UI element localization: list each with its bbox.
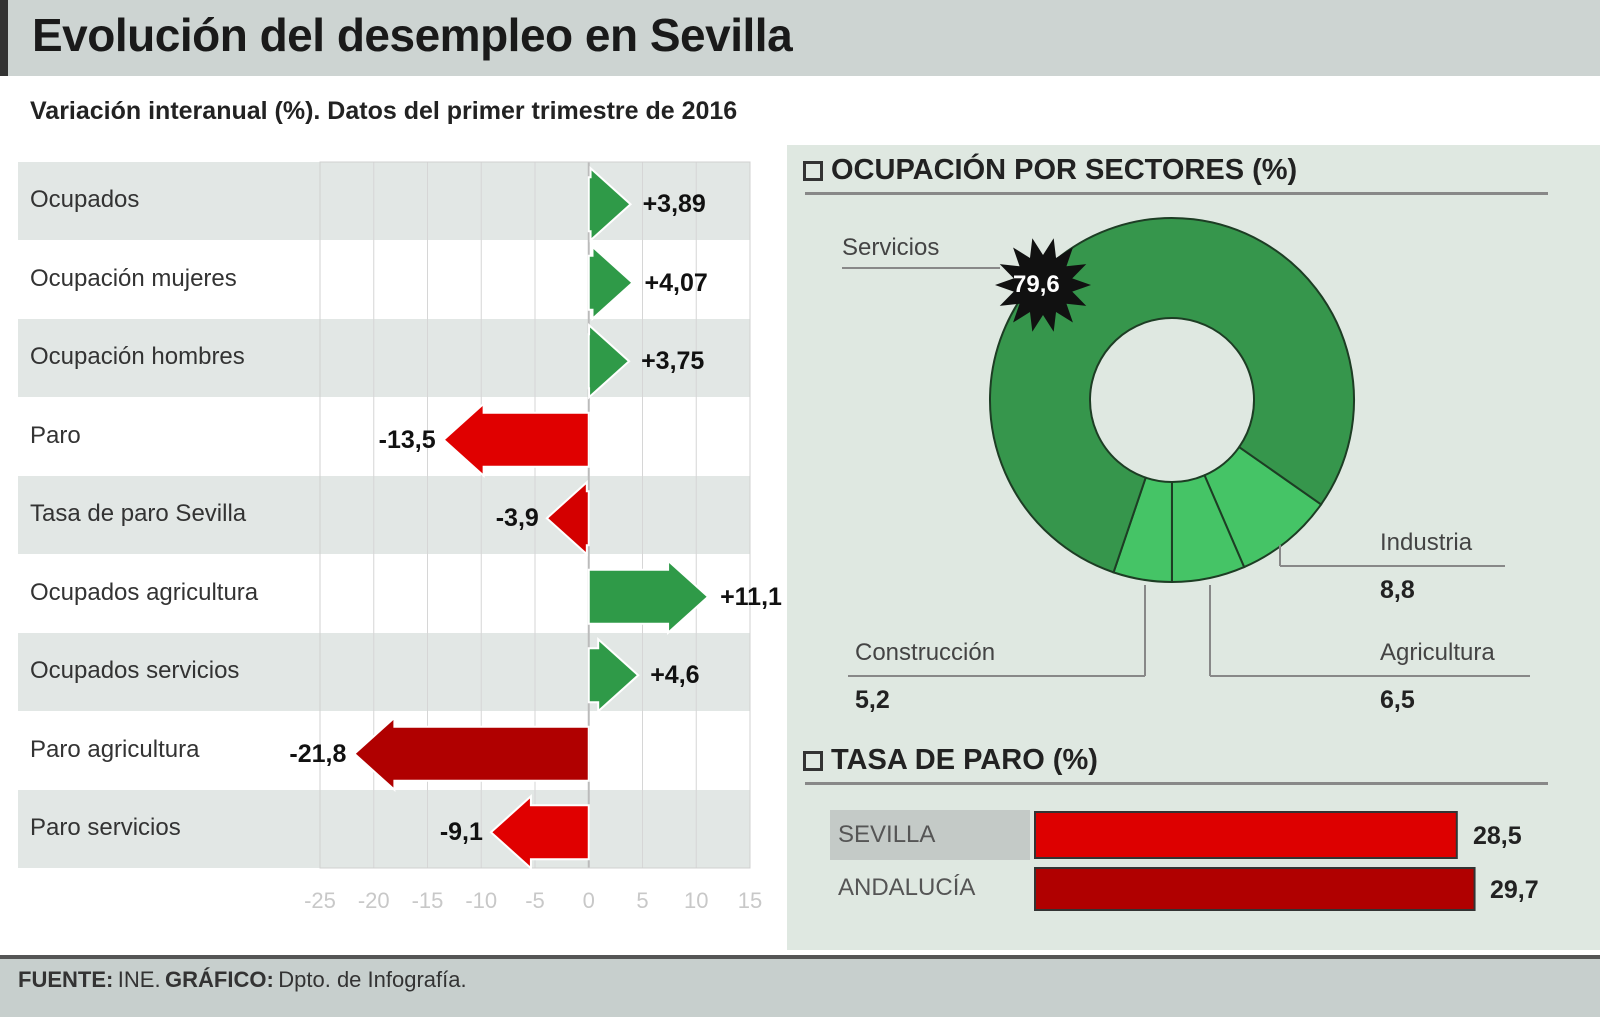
bar-row: Tasa de paro Sevilla [18,476,750,554]
square-icon [803,750,823,771]
title-bar [0,0,1600,76]
label-industria: Industria [1380,529,1473,556]
arrow-bar [489,794,590,871]
value-construccion: 5,2 [855,686,890,714]
label-agricultura: Agricultura [1380,639,1495,666]
label-andalucia: ANDALUCÍA [838,874,976,901]
x-tick-label: -5 [525,888,545,913]
x-tick-label: 0 [582,888,595,913]
value-agricultura: 6,5 [1380,686,1415,714]
value-label: +3,75 [641,347,705,376]
bar-row: Paro servicios [18,790,750,868]
bar-row: Paro [18,398,750,476]
source: INE. [117,967,161,992]
value-andalucia: 29,7 [1490,876,1539,904]
divider [805,782,1548,785]
arrow-bar [442,401,590,478]
source-label: FUENTE: [18,967,114,992]
x-tick-label: -20 [357,888,390,913]
x-tick-label: -15 [411,888,444,913]
row-label: Paro [30,421,81,449]
sectors-title: OCUPACIÓN POR SECTORES (%) [831,154,1298,186]
sevilla-highlight [830,810,1030,860]
unemployment-header: TASA DE PARO (%) [803,744,1098,777]
unemployment-bar-sevilla [1034,811,1458,859]
divider [805,192,1548,195]
chart-subtitle: Variación interanual (%). Datos del prim… [30,97,738,125]
plot-frame [319,161,751,869]
row-label: Ocupados servicios [30,657,240,684]
donut-slice-servicios [989,217,1356,574]
value-label: +11,1 [720,582,782,611]
label-sevilla: SEVILLA [838,821,936,848]
label-servicios: Servicios [842,234,940,261]
value-servicios: 79,6 [1013,271,1060,298]
graphic-credit: Dpto. de Infografía. [278,967,467,992]
value-label: -21,8 [289,739,347,768]
value-label: +4,6 [650,661,700,690]
footer: FUENTE: INE. GRÁFICO: Dpto. de Infografí… [0,955,1600,1017]
row-label: Paro agricultura [30,735,200,763]
label-construccion: Construcción [855,639,996,666]
unemployment-title: TASA DE PARO (%) [831,744,1098,776]
x-tick-label: -25 [304,888,336,913]
x-tick-label: 15 [737,888,763,913]
x-tick-label: 5 [636,888,649,913]
graphic-label: GRÁFICO: [165,967,274,992]
square-icon [803,160,823,181]
row-label: Ocupación mujeres [30,264,237,292]
sectors-header: OCUPACIÓN POR SECTORES (%) [803,154,1297,187]
value-label: -3,9 [495,504,539,533]
arrow-bar [587,637,640,714]
value-sevilla: 28,5 [1473,822,1522,850]
value-label: -13,5 [378,425,436,454]
arrow-bar [587,244,634,321]
value-industria: 8,8 [1380,576,1415,604]
arrow-bar [352,715,590,792]
bar-row: Ocupados agricultura [18,555,750,633]
row-label: Ocupados [30,186,140,213]
value-label: -9,1 [439,818,483,847]
row-label: Ocupación hombres [30,343,245,370]
value-label: +3,89 [642,190,706,219]
arrow-bar [587,558,710,635]
value-label: +4,07 [644,268,708,297]
x-tick-label: 10 [684,888,709,913]
row-label: Tasa de paro Sevilla [30,500,247,527]
bar-row: Ocupación hombres [18,319,750,397]
arrow-bar [587,166,633,243]
row-label: Paro servicios [30,814,181,841]
arrow-bar [545,480,590,557]
bar-row: Ocupación mujeres [18,241,750,319]
chart-title: Evolución del desempleo en Sevilla [32,9,793,61]
bar-row: Paro agricultura [18,712,750,790]
x-tick-label: -10 [465,888,498,913]
unemployment-bar-andalucía [1034,867,1476,911]
row-label: Ocupados agricultura [30,578,259,606]
starburst-icon [995,238,1091,332]
arrow-bar [587,323,631,400]
